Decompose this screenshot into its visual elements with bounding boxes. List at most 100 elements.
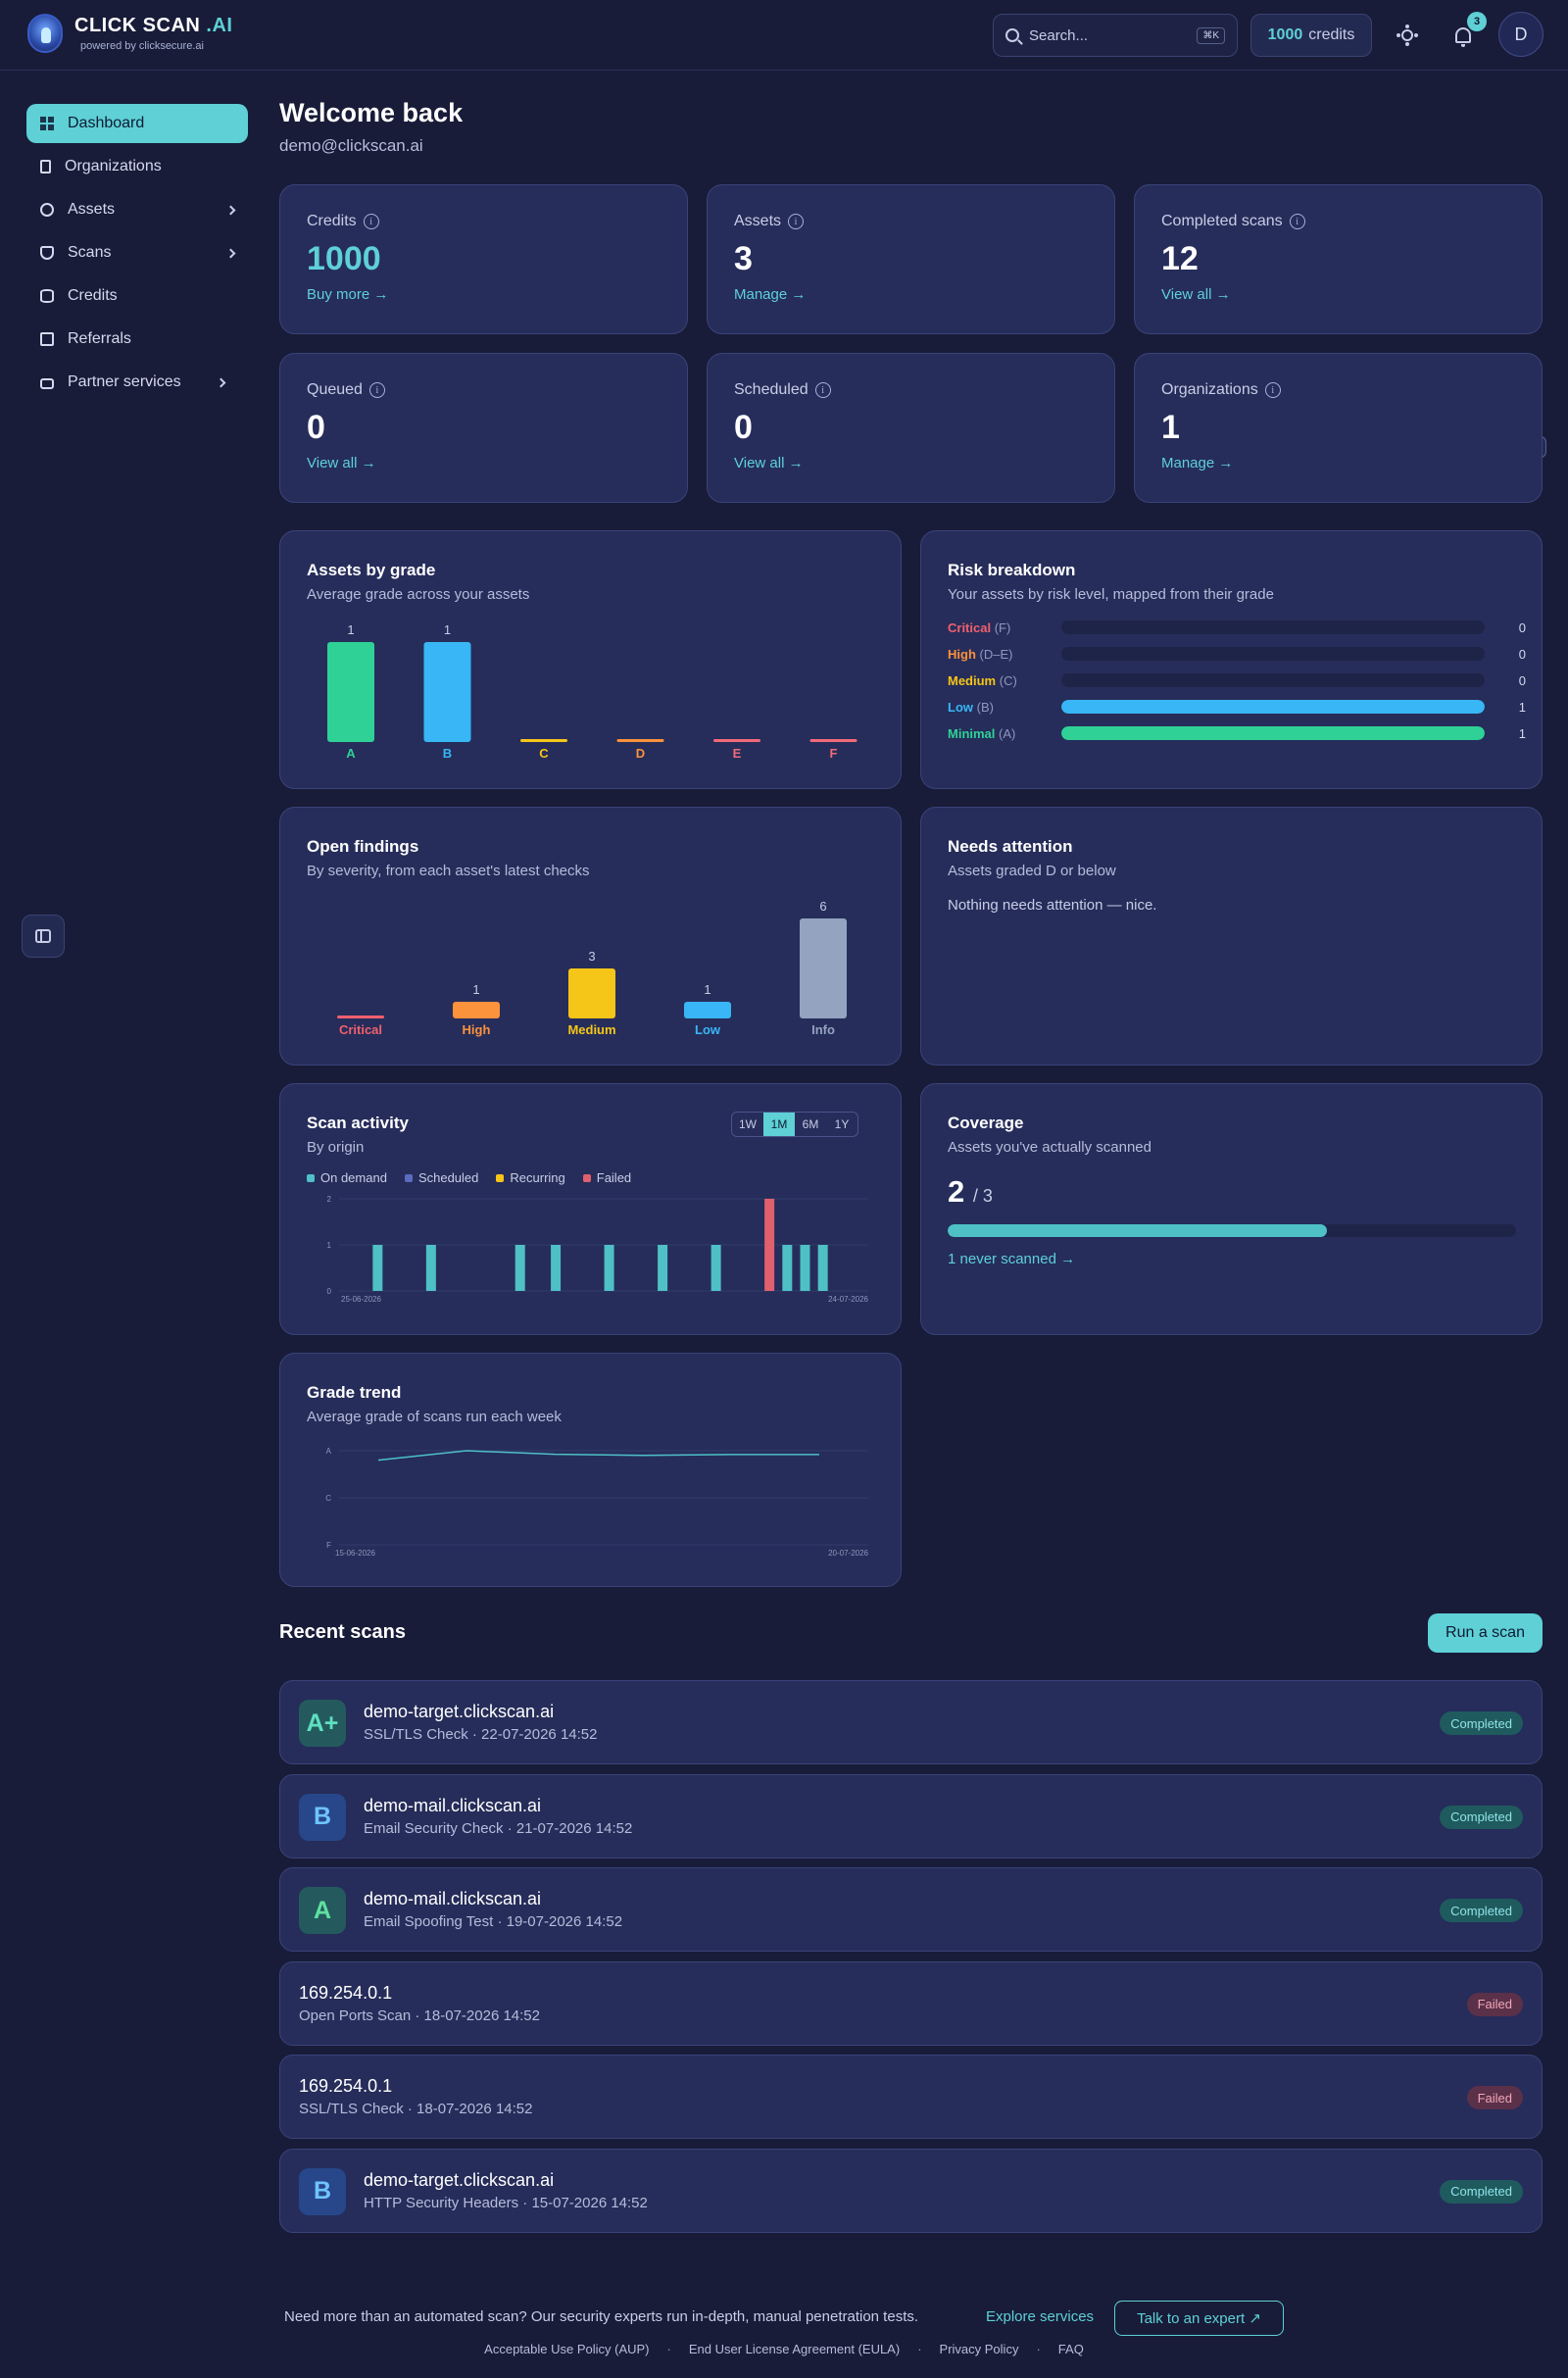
info-icon[interactable]: i bbox=[788, 214, 805, 229]
risk-bar-track bbox=[1061, 726, 1485, 740]
risk-level-label: Medium (C) bbox=[948, 672, 1017, 688]
run-scan-button[interactable]: Run a scan bbox=[1428, 1613, 1543, 1653]
y-tick-label: 1 bbox=[327, 1241, 332, 1250]
view-completed-link[interactable]: View all → bbox=[1161, 286, 1231, 303]
brand-name: CLICK SCAN .AI bbox=[74, 15, 233, 36]
sidebar-item-label: Dashboard bbox=[68, 115, 145, 131]
stat-value: 0 bbox=[307, 409, 325, 446]
risk-row-high: High (D–E) 0 bbox=[948, 645, 1526, 663]
brand-tagline: powered by clicksecure.ai bbox=[80, 40, 204, 52]
sidebar-item-dashboard[interactable]: Dashboard bbox=[26, 104, 248, 143]
risk-bar-track bbox=[1061, 647, 1485, 661]
sidebar-item-organizations[interactable]: Organizations bbox=[26, 147, 248, 186]
stat-value: 0 bbox=[734, 409, 753, 446]
stat-card-credits: Credits i 1000 Buy more → bbox=[279, 184, 688, 334]
avatar[interactable]: D bbox=[1498, 12, 1544, 57]
range-1w-button[interactable]: 1W bbox=[739, 1117, 757, 1131]
info-icon[interactable]: i bbox=[1289, 214, 1305, 229]
database-icon bbox=[40, 289, 54, 303]
status-badge: Completed bbox=[1440, 1899, 1523, 1922]
open-findings-card: Open findings By severity, from each ass… bbox=[279, 807, 902, 1065]
search-shortcut: ⌘K bbox=[1197, 26, 1225, 44]
credits-pill[interactable]: 1000 credits bbox=[1250, 14, 1372, 57]
footer-cta-text: Need more than an automated scan? Our se… bbox=[284, 2308, 919, 2325]
footer-link-eula[interactable]: End User License Agreement (EULA) bbox=[688, 2342, 901, 2356]
bar bbox=[423, 642, 471, 742]
search-input[interactable] bbox=[1029, 26, 1186, 44]
activity-bar bbox=[800, 1245, 810, 1291]
risk-level-label: Low (B) bbox=[948, 699, 994, 715]
collapse-sidebar-button[interactable] bbox=[22, 915, 65, 958]
scan-meta: HTTP Security Headers · 15-07-2026 14:52 bbox=[364, 2194, 648, 2211]
scan-meta: Email Spoofing Test · 19-07-2026 14:52 bbox=[364, 1913, 623, 1930]
card-title: Scan activity bbox=[307, 1114, 409, 1132]
coverage-progress-bar bbox=[948, 1224, 1516, 1237]
x-start-label: 25-06-2026 bbox=[341, 1295, 381, 1304]
footer-link-faq[interactable]: FAQ bbox=[1057, 2342, 1084, 2356]
scan-row[interactable]: A+ demo-target.clickscan.ai SSL/TLS Check … bbox=[279, 1680, 1543, 1764]
range-1m-button[interactable]: 1M bbox=[763, 1113, 795, 1136]
footer-link-aup[interactable]: Acceptable Use Policy (AUP) bbox=[484, 2342, 650, 2356]
page-title: Welcome back bbox=[279, 98, 464, 127]
brand-logo[interactable]: CLICK SCAN .AI powered by clicksecure.ai bbox=[27, 14, 232, 53]
scan-target: demo-mail.clickscan.ai bbox=[364, 1795, 542, 1815]
theme-toggle-button[interactable] bbox=[1390, 18, 1425, 53]
chevron-right-icon bbox=[225, 248, 236, 258]
brand-mark-icon bbox=[27, 14, 63, 53]
risk-bar-track bbox=[1061, 673, 1485, 687]
explore-services-link[interactable]: Explore services bbox=[986, 2308, 1095, 2325]
sidebar-item-partner-services[interactable]: Partner services bbox=[26, 363, 238, 402]
range-1y-button[interactable]: 1Y bbox=[834, 1117, 850, 1131]
sidebar-item-scans[interactable]: Scans bbox=[26, 233, 248, 272]
grade-badge: A bbox=[299, 1887, 346, 1934]
legend-item: Scheduled bbox=[404, 1170, 478, 1185]
globe-icon bbox=[40, 203, 54, 217]
chevron-right-icon bbox=[216, 377, 226, 387]
bar bbox=[327, 642, 374, 742]
scan-target: demo-target.clickscan.ai bbox=[364, 2169, 555, 2190]
view-queued-link[interactable]: View all → bbox=[307, 455, 376, 471]
sidebar-item-assets[interactable]: Assets bbox=[26, 190, 248, 229]
category-label: B bbox=[443, 746, 452, 761]
search-box[interactable]: ⌘K bbox=[993, 14, 1238, 57]
stat-label: Organizations i bbox=[1161, 381, 1281, 399]
notifications-button[interactable] bbox=[1446, 18, 1481, 53]
manage-assets-link[interactable]: Manage → bbox=[734, 286, 807, 303]
sidebar-item-credits[interactable]: Credits bbox=[26, 276, 248, 316]
sidebar-item-referrals[interactable]: Referrals bbox=[26, 320, 248, 359]
talk-to-expert-button[interactable]: Talk to an expert ↗ bbox=[1114, 2301, 1284, 2336]
manage-organizations-link[interactable]: Manage → bbox=[1161, 455, 1234, 471]
info-icon[interactable]: i bbox=[368, 382, 385, 398]
needs-attention-card: Needs attention Assets graded D or below… bbox=[920, 807, 1543, 1065]
bar bbox=[568, 968, 615, 1018]
risk-level-label: High (D–E) bbox=[948, 646, 1013, 662]
scan-row[interactable]: 169.254.0.1 Open Ports Scan · 18-07-2026 … bbox=[279, 1960, 1543, 2046]
scan-meta: SSL/TLS Check · 18-07-2026 14:52 bbox=[299, 2101, 533, 2117]
info-icon[interactable]: i bbox=[1264, 382, 1281, 398]
status-badge: Completed bbox=[1440, 1805, 1523, 1829]
recent-scans-title: Recent scans bbox=[279, 1621, 406, 1643]
grade-trend-card: Grade trend Average grade of scans run e… bbox=[279, 1353, 902, 1587]
never-scanned-link[interactable]: 1 never scanned → bbox=[948, 1251, 1076, 1267]
category-label: F bbox=[830, 746, 838, 761]
info-icon[interactable]: i bbox=[814, 382, 831, 398]
range-6m-button[interactable]: 6M bbox=[802, 1117, 819, 1131]
activity-bar bbox=[658, 1245, 668, 1291]
risk-breakdown-card: Risk breakdown Your assets by risk level… bbox=[920, 530, 1543, 789]
stat-label: Queued i bbox=[307, 381, 385, 399]
view-scheduled-link[interactable]: View all → bbox=[734, 455, 804, 471]
risk-count: 0 bbox=[1518, 672, 1526, 688]
sidebar-collapse-icon bbox=[35, 929, 51, 943]
buy-more-link[interactable]: Buy more → bbox=[307, 286, 389, 303]
info-icon[interactable]: i bbox=[363, 214, 379, 229]
bar-value-label: 1 bbox=[444, 622, 451, 637]
scan-row[interactable]: 169.254.0.1 SSL/TLS Check · 18-07-2026 14… bbox=[279, 2055, 1543, 2139]
briefcase-icon bbox=[40, 377, 54, 389]
risk-count: 0 bbox=[1518, 646, 1526, 662]
footer-link-privacy[interactable]: Privacy Policy bbox=[939, 2342, 1019, 2356]
y-tick-label: 0 bbox=[327, 1287, 332, 1296]
stat-card-organizations: Organizations i 1 Manage → bbox=[1134, 353, 1543, 503]
